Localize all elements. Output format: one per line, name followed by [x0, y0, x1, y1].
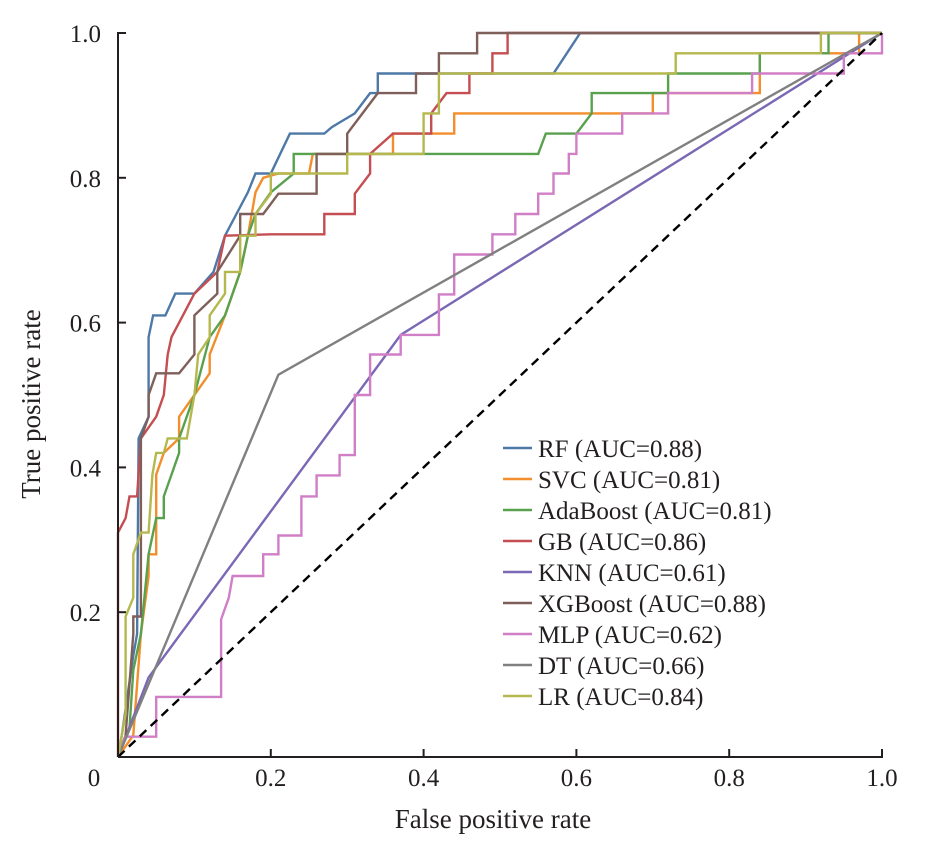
legend: RF (AUC=0.88) SVC (AUC=0.81) AdaBoost (AUC…: [503, 436, 772, 711]
legend-label: DT (AUC=0.66): [538, 653, 704, 680]
x-tick-label: 0.4: [408, 765, 440, 792]
legend-entry-dt: DT (AUC=0.66): [503, 653, 704, 680]
y-ticks: 0.2 0.4 0.6 0.8 1.0: [70, 21, 126, 627]
y-axis-label: True positive rate: [16, 309, 46, 498]
roc-curve-rf: [116, 31, 882, 758]
legend-entry-mlp: MLP (AUC=0.62): [503, 622, 722, 649]
x-tick-label: 0.8: [714, 765, 745, 792]
roc-curve-adaboost: [116, 31, 882, 758]
x-tick-label: 1.0: [866, 765, 897, 792]
y-tick-label: 0.8: [70, 166, 101, 193]
x-ticks: 0 0.2 0.4 0.6 0.8 1.0: [88, 749, 898, 792]
y-tick-label: 0.6: [70, 311, 101, 338]
roc-curve-knn: [116, 31, 883, 758]
roc-curve-dt: [116, 31, 883, 758]
x-tick-label: 0.2: [255, 765, 286, 792]
legend-label: RF (AUC=0.88): [538, 436, 702, 463]
legend-label: MLP (AUC=0.62): [538, 622, 722, 649]
legend-entry-xgboost: XGBoost (AUC=0.88): [503, 591, 766, 618]
x-tick-label: 0.6: [561, 765, 592, 792]
legend-label: XGBoost (AUC=0.88): [538, 591, 766, 618]
roc-curve-xgboost: [116, 31, 882, 758]
legend-label: SVC (AUC=0.81): [538, 467, 720, 494]
legend-entry-adaboost: AdaBoost (AUC=0.81): [503, 498, 772, 525]
curves-layer: [116, 31, 884, 758]
legend-entry-rf: RF (AUC=0.88): [503, 436, 702, 463]
legend-label: KNN (AUC=0.61): [538, 560, 726, 587]
legend-entry-gb: GB (AUC=0.86): [503, 529, 706, 556]
legend-label: GB (AUC=0.86): [538, 529, 706, 556]
legend-entry-lr: LR (AUC=0.84): [503, 684, 703, 711]
roc-curve-mlp: [116, 33, 884, 758]
legend-label: AdaBoost (AUC=0.81): [538, 498, 772, 525]
chance-diagonal-line: [117, 32, 883, 758]
x-axis-label: False positive rate: [395, 804, 591, 834]
x-tick-label: 0: [88, 765, 101, 792]
legend-entry-knn: KNN (AUC=0.61): [503, 560, 726, 587]
y-tick-label: 1.0: [70, 21, 101, 48]
legend-label: LR (AUC=0.84): [538, 684, 703, 711]
roc-curve-lr: [116, 31, 882, 758]
axes: [117, 32, 883, 758]
y-tick-label: 0.4: [70, 455, 102, 482]
legend-entry-svc: SVC (AUC=0.81): [503, 467, 720, 494]
y-tick-label: 0.2: [70, 600, 101, 627]
